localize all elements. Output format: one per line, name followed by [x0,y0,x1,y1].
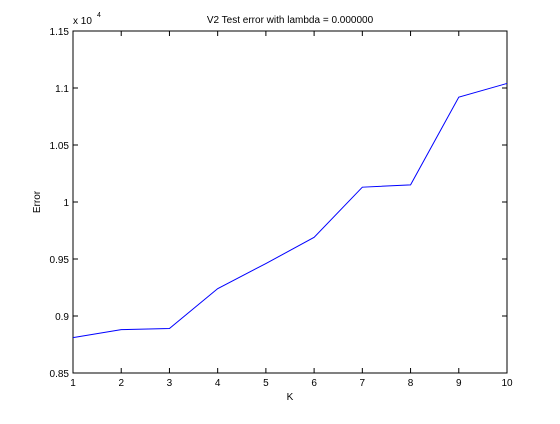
series-line [72,82,508,339]
y-tick-label: 1.15 [50,27,70,38]
y-axis-ticks: 0.85 0.9 0.95 1 1.05 1.1 1.15 [50,27,507,380]
x-tick-label: 10 [501,378,513,389]
y-tick-label: 1.1 [55,84,69,95]
x-tick-label: 3 [167,378,173,389]
x-tick-label: 5 [263,378,269,389]
x-tick-label: 7 [360,378,366,389]
y-tick-label: 0.85 [50,369,70,380]
x-tick-label: 1 [70,378,76,389]
x-tick-label: 9 [456,378,462,389]
chart-title: V2 Test error with lambda = 0.000000 [207,15,374,26]
x-axis-ticks: 1 2 3 4 5 6 7 8 9 10 [70,31,513,389]
y-tick-label: 1.05 [50,141,70,152]
y-exponent-label: x 10 [73,16,92,27]
x-axis-label: K [287,392,294,403]
y-exponent-power: 4 [97,12,101,19]
y-tick-label: 1 [63,198,69,209]
series-group [72,82,508,339]
plot-area-frame [72,30,508,374]
y-tick-label: 0.9 [55,312,69,323]
y-axis-label: Error [32,190,43,213]
x-tick-label: 4 [215,378,221,389]
x-tick-label: 8 [408,378,414,389]
x-tick-label: 6 [311,378,317,389]
y-tick-label: 0.95 [50,255,70,266]
x-tick-label: 2 [118,378,124,389]
